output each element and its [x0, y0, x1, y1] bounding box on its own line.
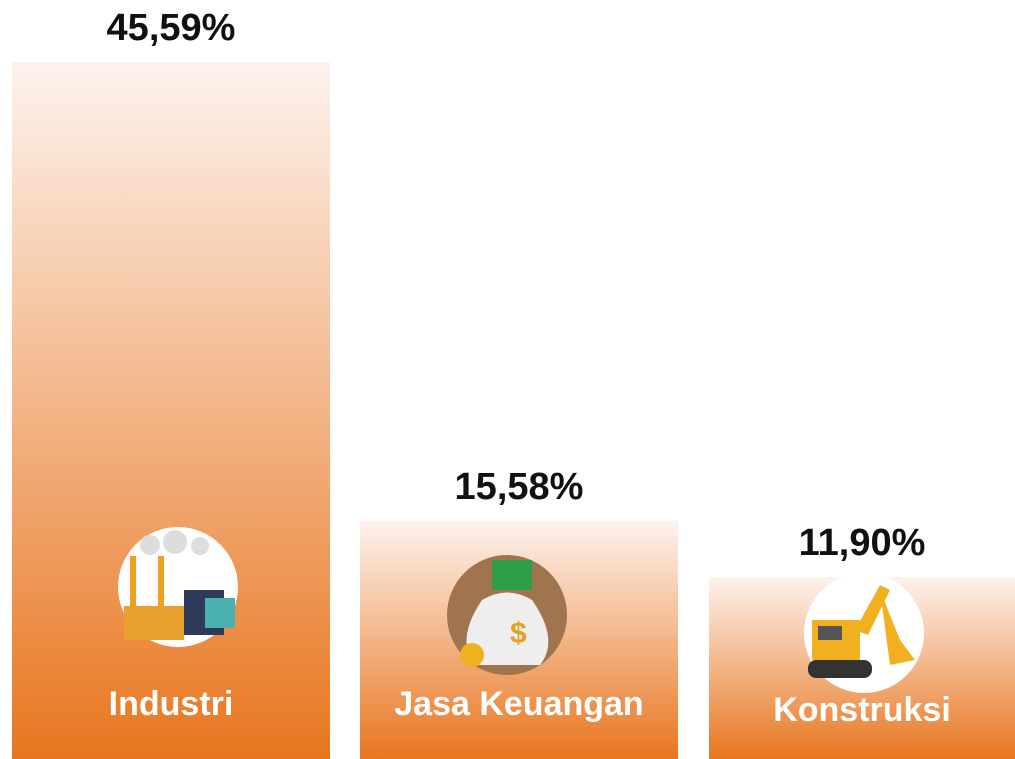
chart: $ 45,59% Industri 15,58% Jasa Keuangan 11,90…	[0, 0, 1015, 759]
svg-text:$: $	[510, 617, 527, 650]
page: {"chart_data": {"type": "bar", "categori…	[0, 0, 1015, 759]
category-label: Industri	[109, 685, 234, 723]
money-icon: $	[447, 555, 567, 675]
value-label: 15,58%	[455, 466, 584, 508]
category-label: Konstruksi	[773, 691, 951, 729]
category-label: Jasa Keuangan	[394, 685, 643, 723]
value-label: 11,90%	[799, 522, 926, 564]
industry-icon	[118, 527, 238, 647]
bar	[12, 62, 330, 759]
excavator-icon	[804, 573, 924, 693]
value-label: 45,59%	[107, 7, 236, 49]
